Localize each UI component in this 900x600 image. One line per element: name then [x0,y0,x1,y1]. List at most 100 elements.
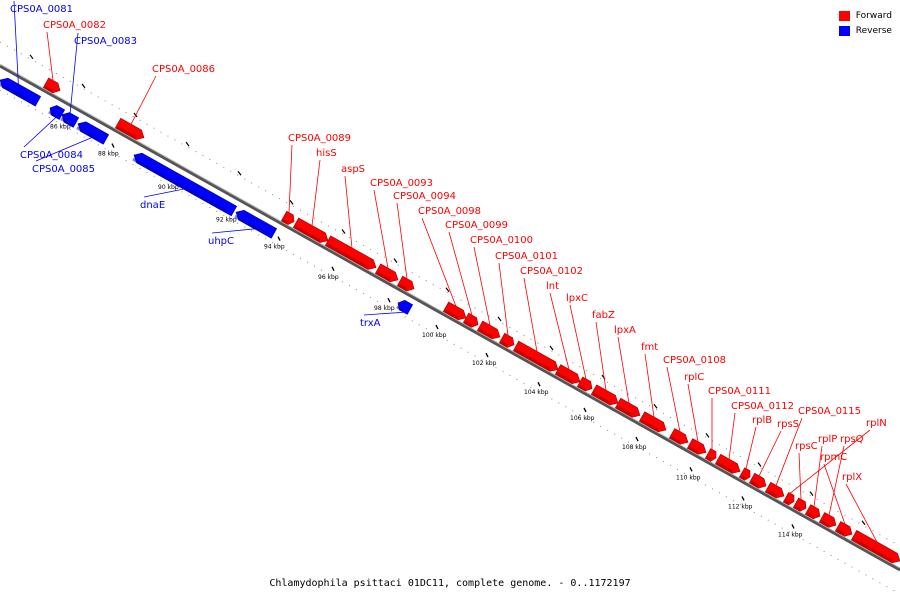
scale-tick-label: 90 kbp [158,184,179,191]
gene-shadow [478,328,493,339]
gene-label: rpsS [777,419,799,430]
gene-arrow [374,263,399,283]
gene-cps0a-0108[interactable] [668,428,690,448]
scale-tick-mark [583,407,587,413]
gene-leader-line [473,246,491,326]
gene-cps0a-0081[interactable] [0,75,42,107]
upper-tick [549,345,554,351]
gene-cps0a-0086[interactable] [114,117,146,142]
gene-leader-line [363,311,405,316]
gene-leader-line [775,417,803,486]
gene-rplx[interactable] [850,530,900,565]
gene-rpln[interactable] [782,491,796,506]
gene-cps0a-0089[interactable] [280,210,296,226]
upper-tick [861,520,866,526]
gene-cps0a-0112[interactable] [714,453,742,476]
gene-lpxa[interactable] [614,397,642,420]
gene-shadow [500,340,508,347]
gene-leader-line [68,32,79,125]
gene-leader-line [789,429,871,494]
gene-leader-line [828,445,845,516]
gene-arrow [442,301,467,321]
gene-label: CPS0A_0082 [43,20,106,31]
scale-tick-label: 114 kbp [778,531,803,538]
gene-shadow [578,384,586,391]
gene-arrow [324,235,377,270]
gene-leader-line [745,426,757,469]
forward-swatch [838,10,850,21]
gene-arrow [235,209,278,239]
gene-label: CPS0A_0089 [288,133,351,144]
gene-cps0a-0099[interactable] [462,312,480,329]
upper-tick [185,141,190,147]
gene-cps0a-0094[interactable] [396,275,416,293]
scale-tick-mark [537,381,541,387]
gene-label: trxA [360,318,381,329]
gene-fmt[interactable] [638,411,668,435]
gene-shadow [282,218,289,225]
gene-shadow [766,489,777,498]
gene-cps0a-0093[interactable] [374,263,400,285]
gene-cps0a-0098[interactable] [442,301,468,323]
gene-shadow [398,283,408,291]
gene-label: CPS0A_0098 [418,206,481,217]
gene-asps[interactable] [324,235,378,272]
genome-backbone [0,64,900,572]
gene-label: CPS0A_0099 [445,220,508,231]
gene-uhpc[interactable] [233,207,278,239]
upper-tick [81,83,86,89]
legend-reverse: Reverse [838,23,892,38]
gene-shadow [740,475,746,480]
gene-fabz[interactable] [590,384,620,408]
gene-rplp[interactable] [804,504,822,521]
gene-arrow [476,320,501,340]
gene-leader-line [421,217,457,307]
gene-label: CPS0A_0108 [663,355,726,366]
scale-tick-mark [635,436,639,442]
gene-shadow [234,214,267,235]
gene-leader-line [35,137,93,162]
gene-leader-line [728,412,736,460]
gene-cps0a-0084[interactable] [47,103,66,120]
gene-rpsc[interactable] [792,497,808,513]
gene-cps0a-0102[interactable] [512,340,560,374]
gene-leader-line [143,188,185,198]
gene-cps0a-0101[interactable] [498,332,516,349]
upper-tick [29,54,34,60]
gene-rpss[interactable] [748,472,768,490]
scale-tick-mark [387,297,391,303]
gene-rplc[interactable] [686,438,708,458]
gene-cps0a-0083[interactable] [59,110,80,128]
scale-tick-mark [689,466,693,472]
gene-cps0a-0115[interactable] [764,481,786,501]
scale-tick-label: 94 kbp [264,244,285,251]
gene-shadow [820,519,830,527]
gene-label: aspS [341,164,365,175]
gene-cps0a-0100[interactable] [476,320,502,342]
gene-hiss[interactable] [292,217,330,246]
gene-arrow [0,77,42,107]
gene-rplb[interactable] [738,467,752,482]
scale-tick-label: 92 kbp [216,217,237,224]
gene-shadow [706,456,712,461]
gene-shadow [132,157,227,213]
upper-guide-line [0,41,900,547]
gene-cps0a-0082[interactable] [42,77,62,95]
gene-arrow [554,364,581,384]
gene-label: lpxC [566,293,588,304]
genome-caption: Chlamydophila psittaci 01DC11, complete … [269,578,631,589]
gene-rpmc[interactable] [834,521,854,538]
scale-tick-label: 98 kbp [374,305,395,312]
gene-shadow [294,225,321,243]
upper-tick [705,432,710,438]
gene-shadow [794,505,801,511]
gene-leader-line [595,321,607,391]
gene-leader-line [644,353,655,418]
gene-rpsq[interactable] [818,512,838,530]
gene-cps0a-0111[interactable] [704,448,718,463]
gene-lnt[interactable] [554,364,582,387]
gene-shadow [444,309,459,320]
gene-trxa[interactable] [395,298,414,315]
gene-lpxc[interactable] [576,376,594,393]
scale-tick-label: 102 kbp [472,360,497,367]
